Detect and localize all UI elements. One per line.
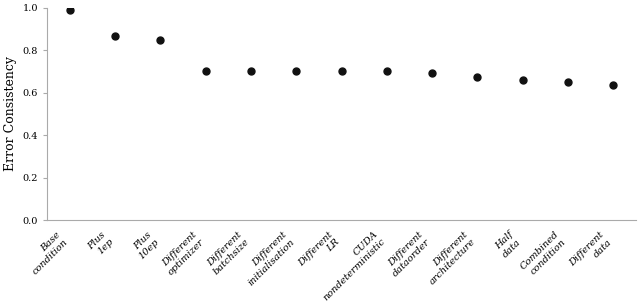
Point (65, 7, 75, 12)
Point (337, 69, 347, 74)
Point (110, 33, 120, 38)
Point (381, 69, 392, 74)
Point (608, 82, 618, 87)
Point (246, 69, 256, 74)
Point (472, 75, 483, 80)
Point (518, 78, 528, 83)
Point (156, 37, 166, 42)
Y-axis label: Error Consistency: Error Consistency (4, 56, 17, 171)
Point (563, 80, 573, 84)
Point (291, 69, 301, 74)
Point (200, 69, 211, 74)
Point (427, 71, 437, 76)
